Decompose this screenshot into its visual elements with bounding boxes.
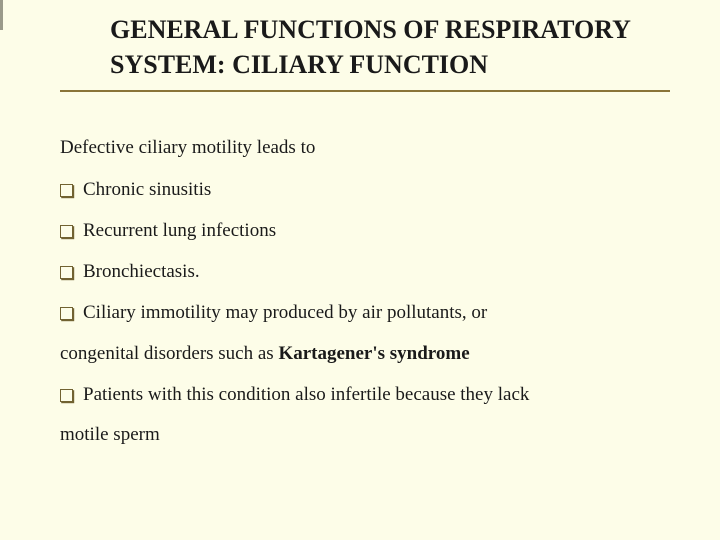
checkbox-bullet-icon xyxy=(60,307,73,320)
bullet-item: Patients with this condition also infert… xyxy=(60,375,670,416)
slide-body: Defective ciliary motility leads to Chro… xyxy=(60,130,670,456)
intro-text: Defective ciliary motility leads to xyxy=(60,130,670,166)
slide-edge-mark xyxy=(0,0,3,30)
checkbox-bullet-icon xyxy=(60,225,73,238)
bullet-text: Patients with this condition also infert… xyxy=(83,375,670,416)
slide-container: GENERAL FUNCTIONS OF RESPIRATORY SYSTEM:… xyxy=(0,0,720,540)
bullet-item: Ciliary immotility may produced by air p… xyxy=(60,293,670,334)
bullet-item: Chronic sinusitis xyxy=(60,170,670,211)
checkbox-bullet-icon xyxy=(60,184,73,197)
bold-term: Kartagener's syndrome xyxy=(278,343,469,364)
bullet-continuation: congenital disorders such as Kartagener'… xyxy=(60,334,670,375)
checkbox-bullet-icon xyxy=(60,266,73,279)
cont-text: congenital disorders such as xyxy=(60,343,278,364)
title-line-2: SYSTEM: CILIARY FUNCTION xyxy=(110,50,488,79)
title-line-1: GENERAL FUNCTIONS OF RESPIRATORY xyxy=(110,15,631,44)
checkbox-bullet-icon xyxy=(60,389,73,402)
bullet-item: Bronchiectasis. xyxy=(60,252,670,293)
bullet-text: Ciliary immotility may produced by air p… xyxy=(83,293,670,334)
bullet-text: Recurrent lung infections xyxy=(83,211,276,252)
bullet-item: Recurrent lung infections xyxy=(60,211,670,252)
bullet-text: Chronic sinusitis xyxy=(83,170,211,211)
slide-title: GENERAL FUNCTIONS OF RESPIRATORY SYSTEM:… xyxy=(60,12,670,92)
cont-text: motile sperm xyxy=(60,424,160,445)
bullet-continuation: motile sperm xyxy=(60,415,670,456)
bullet-text: Bronchiectasis. xyxy=(83,252,200,293)
